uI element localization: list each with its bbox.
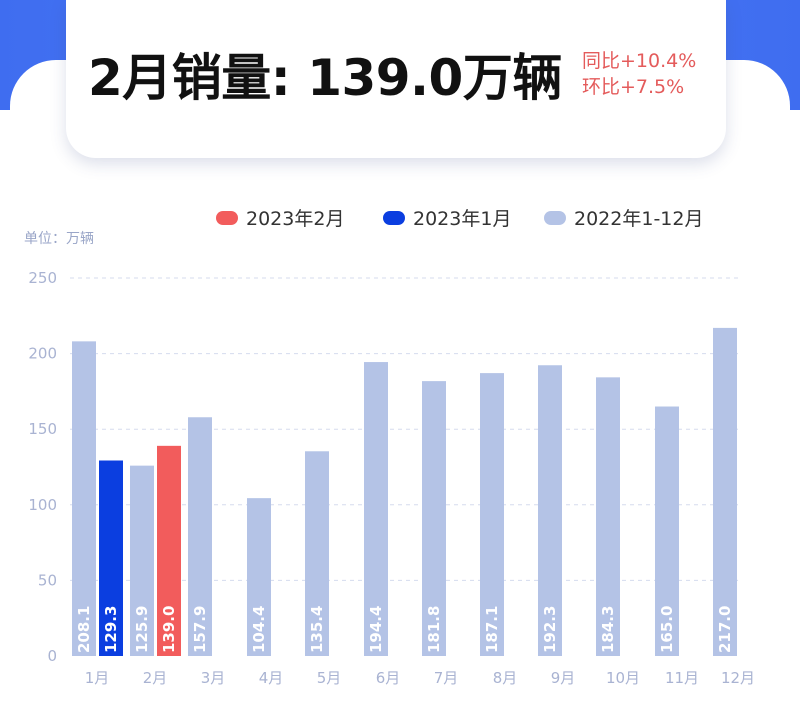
x-tick-label-10月: 10月 [606, 669, 640, 687]
headline-title: 2月销量: 139.0万辆 [88, 49, 562, 107]
legend-item-feb2023: 2023年2月 [216, 204, 344, 231]
bar-2022-3月-value-label: 157.9 [191, 606, 209, 653]
bar-2022-10月-value-label: 184.3 [599, 606, 617, 653]
bar-2022-11月-value-label: 165.0 [658, 606, 676, 653]
bar-2022-11月 [655, 406, 679, 656]
x-tick-label-8月: 8月 [493, 669, 518, 687]
y-tick-label-100: 100 [28, 496, 57, 514]
bar-2022-1月-value-label: 208.1 [75, 606, 93, 653]
y-tick-label-0: 0 [47, 647, 57, 665]
y-tick-label-50: 50 [38, 571, 57, 589]
x-tick-label-3月: 3月 [201, 669, 226, 687]
bar-2022-2月-value-label: 125.9 [133, 606, 151, 653]
bar-2022-4月-value-label: 104.4 [250, 606, 268, 653]
legend-label-jan2023: 2023年1月 [413, 208, 512, 230]
bar-chart: 0 50 100 150 200 250 208.1 125.9 157.9 104.4 135.4… [28, 269, 755, 687]
bar-2022-12月-value-label: 217.0 [716, 606, 734, 653]
bar-2022-7月 [422, 381, 446, 656]
headline-panel: 2月销量: 139.0万辆 同比+10.4% 环比+7.5% [66, 0, 726, 158]
legend-swatch-feb2023 [216, 210, 238, 225]
bar-2023-jan [99, 460, 123, 656]
legend-item-jan2023: 2023年1月 [383, 204, 511, 231]
bar-2022-4月 [247, 498, 271, 656]
x-tick-label-9月: 9月 [551, 669, 576, 687]
y-tick-label-250: 250 [28, 269, 57, 287]
bar-2022-5月 [305, 451, 329, 656]
mom-change: 环比+7.5% [582, 76, 685, 98]
bar-2022-8月 [480, 373, 504, 656]
x-tick-label-11月: 11月 [665, 669, 699, 687]
bar-2022-9月-value-label: 192.3 [541, 606, 559, 653]
bar-2022-10月 [596, 377, 620, 656]
bar-2022-2月 [130, 465, 154, 656]
bar-2022-3月 [188, 417, 212, 656]
x-tick-label-2月: 2月 [143, 669, 168, 687]
bar-2023-feb-value-label: 139.0 [160, 606, 178, 653]
bar-2022-1月 [72, 341, 96, 656]
legend-swatch-2022 [544, 210, 566, 225]
bar-2022-6月-value-label: 194.4 [367, 606, 385, 653]
bar-2022-12月 [713, 327, 737, 656]
bar-2022-5月-value-label: 135.4 [308, 606, 326, 653]
x-tick-label-1月: 1月 [85, 669, 110, 687]
legend-label-feb2023: 2023年2月 [246, 208, 345, 230]
x-tick-label-12月: 12月 [721, 669, 755, 687]
x-tick-label-4月: 4月 [259, 669, 284, 687]
chart-legend: 2023年2月 2023年1月 2022年1-12月 [0, 204, 800, 231]
x-tick-label-7月: 7月 [434, 669, 459, 687]
bar-2022-6月 [364, 362, 388, 656]
y-tick-label-150: 150 [28, 420, 57, 438]
y-tick-label-200: 200 [28, 345, 57, 363]
legend-swatch-jan2023 [383, 210, 405, 225]
unit-label: 单位：万辆 [24, 231, 94, 247]
headline-changes: 同比+10.4% 环比+7.5% [582, 48, 696, 100]
legend-label-2022: 2022年1-12月 [574, 208, 704, 230]
bar-2022-7月-value-label: 181.8 [425, 606, 443, 653]
yoy-change: 同比+10.4% [582, 50, 697, 72]
bar-2022-9月 [538, 365, 562, 656]
x-tick-label-6月: 6月 [376, 669, 401, 687]
bar-2023-feb [157, 445, 181, 656]
bar-2022-8月-value-label: 187.1 [483, 606, 501, 653]
legend-item-2022: 2022年1-12月 [544, 204, 703, 231]
bar-2023-jan-value-label: 129.3 [102, 606, 120, 653]
x-tick-label-5月: 5月 [317, 669, 342, 687]
